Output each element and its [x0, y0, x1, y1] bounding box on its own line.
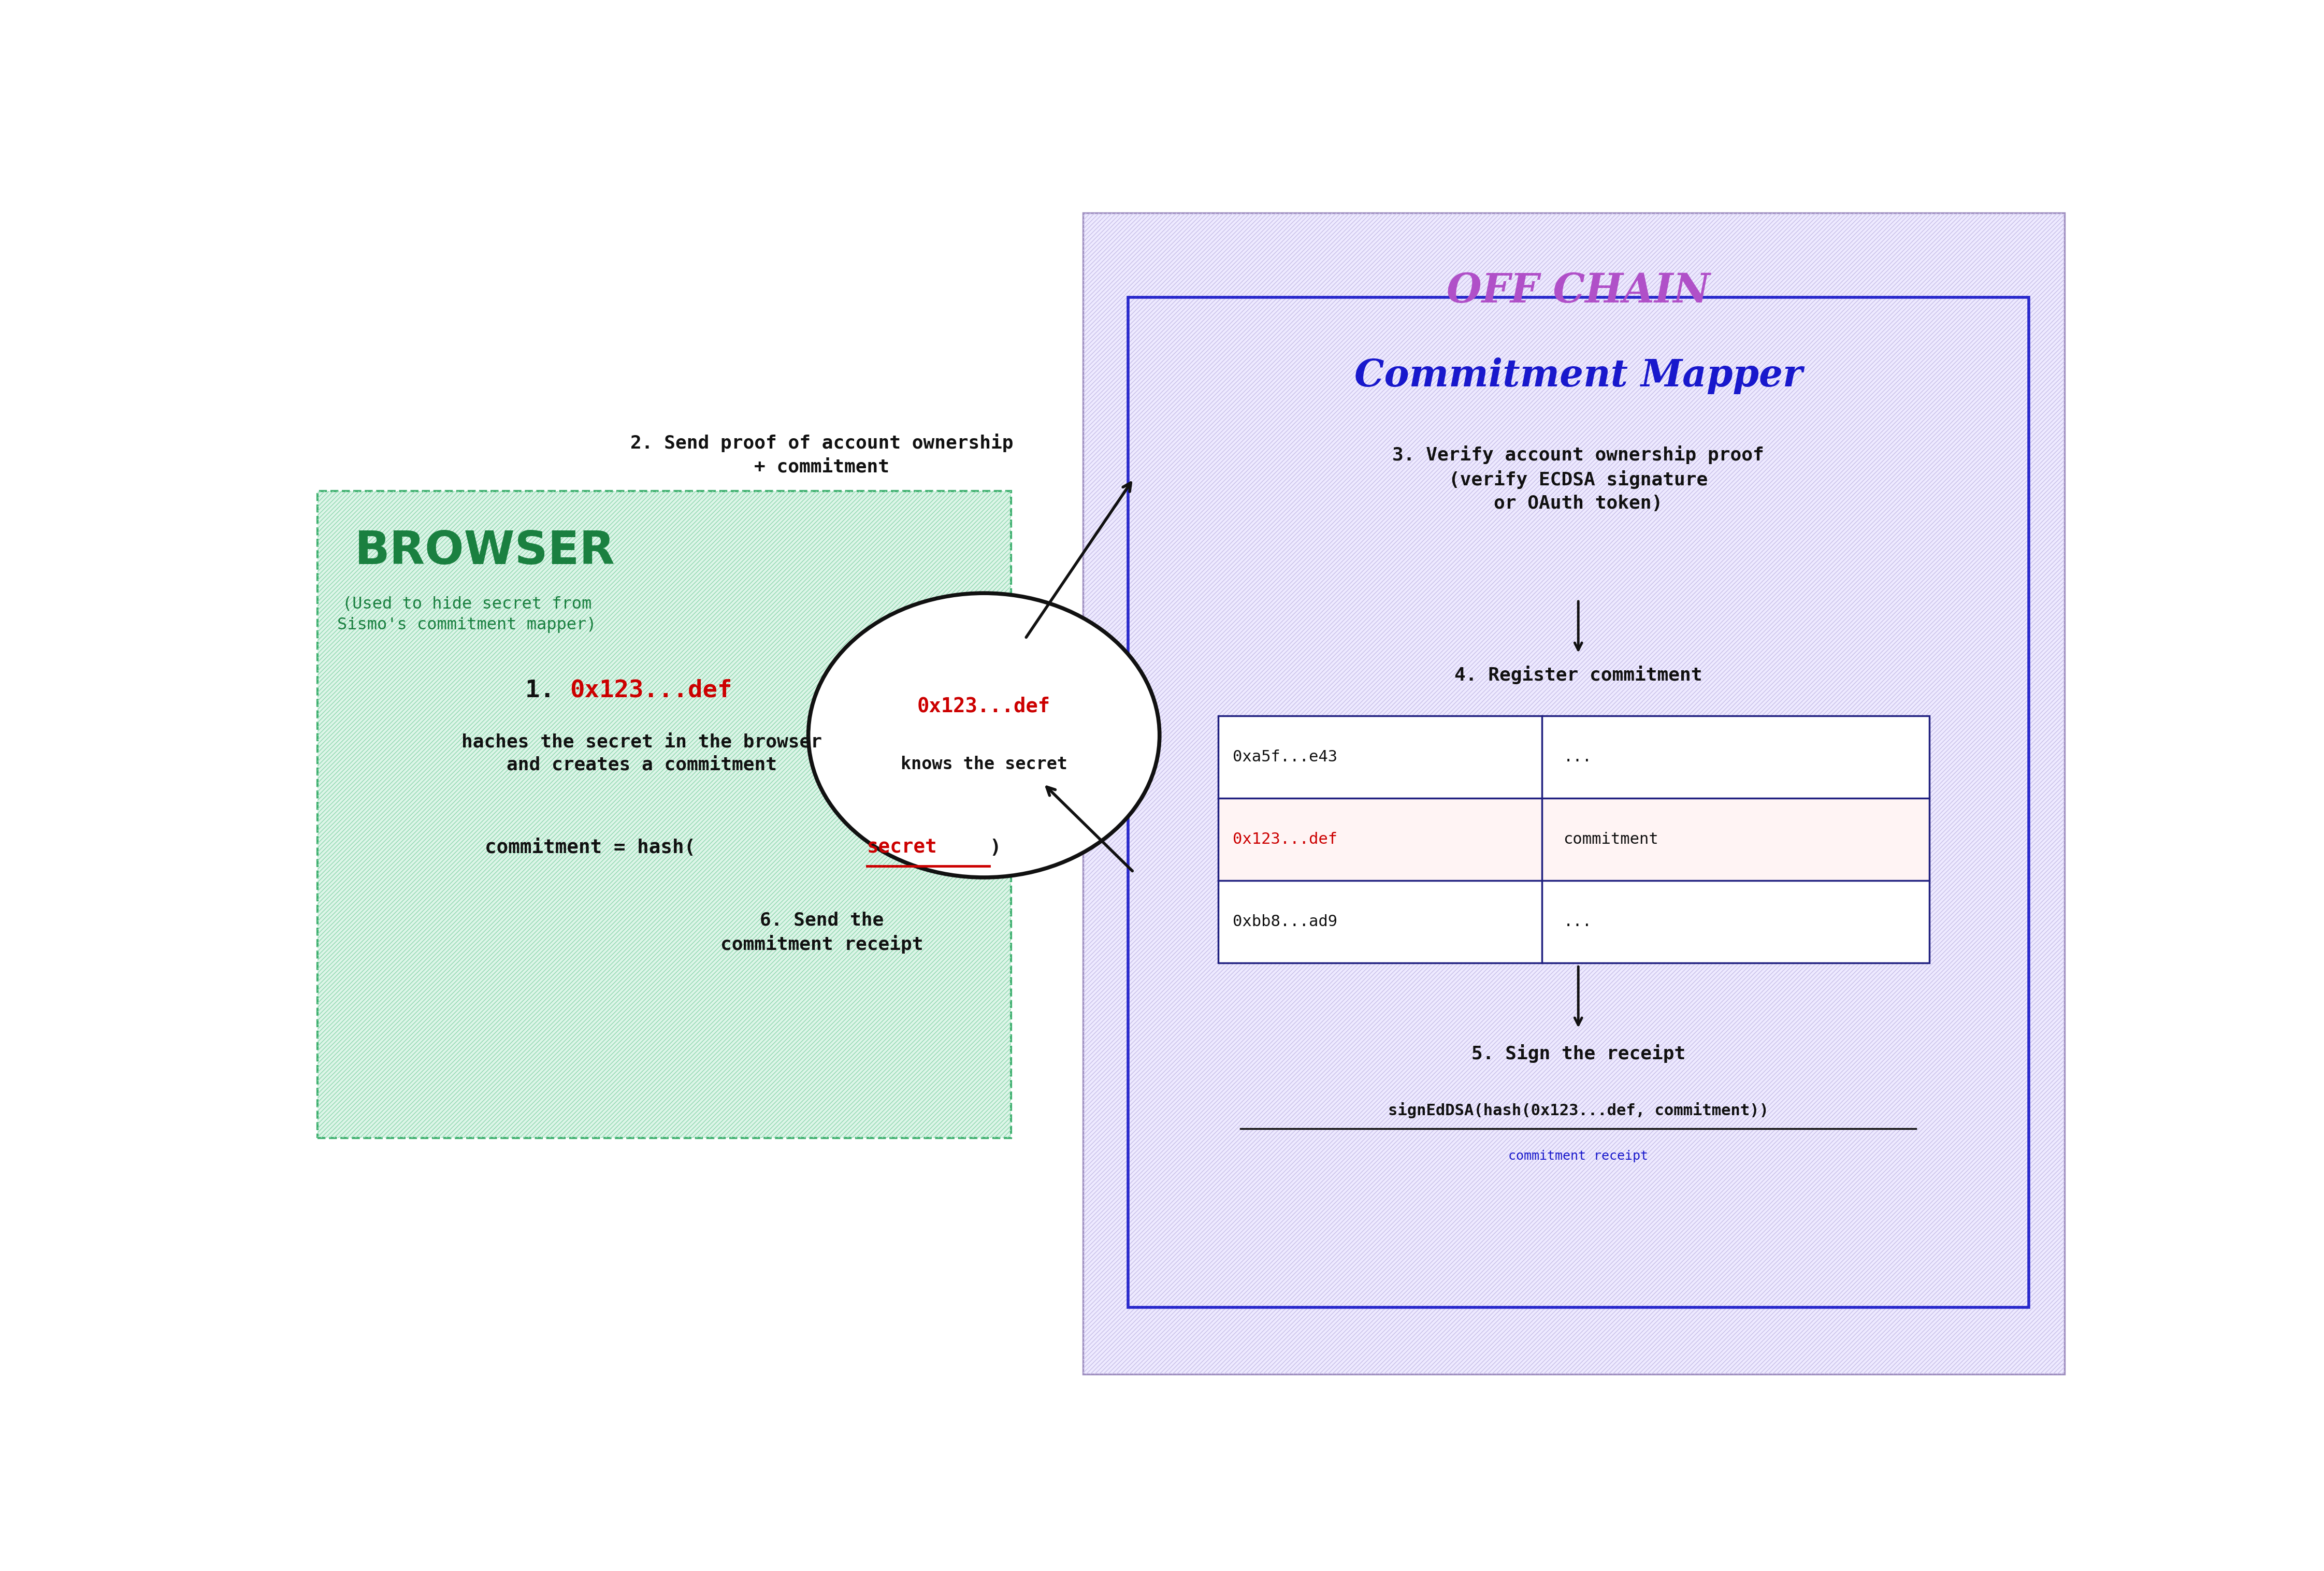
Text: BROWSER: BROWSER: [356, 529, 616, 573]
Text: 5. Sign the receipt: 5. Sign the receipt: [1471, 1045, 1685, 1062]
Text: (Used to hide secret from
Sismo's commitment mapper): (Used to hide secret from Sismo's commit…: [337, 595, 597, 633]
Bar: [1218, 798, 1929, 880]
Bar: [318, 490, 1011, 1137]
Text: 2. Send proof of account ownership
+ commitment: 2. Send proof of account ownership + com…: [630, 434, 1013, 476]
Text: commitment = hash(: commitment = hash(: [486, 839, 695, 858]
Text: 4. Register commitment: 4. Register commitment: [1455, 666, 1701, 683]
Text: commitment: commitment: [1564, 831, 1659, 847]
Text: signEdDSA(hash(0x123...def, commitment)): signEdDSA(hash(0x123...def, commitment)): [1387, 1103, 1769, 1119]
Text: ...: ...: [1564, 914, 1592, 928]
Text: 6. Send the
commitment receipt: 6. Send the commitment receipt: [720, 911, 923, 954]
Text: ...: ...: [1564, 749, 1592, 765]
Bar: [1218, 716, 1929, 963]
Text: 0x123...def: 0x123...def: [1232, 831, 1336, 847]
Bar: [1083, 212, 2064, 1375]
Text: Commitment Mapper: Commitment Mapper: [1355, 358, 1803, 394]
Bar: [1218, 716, 1929, 963]
Text: commitment receipt: commitment receipt: [1508, 1150, 1648, 1163]
Text: 0x123...def: 0x123...def: [918, 696, 1050, 716]
Ellipse shape: [809, 594, 1160, 878]
Text: secret: secret: [867, 839, 937, 858]
Text: ): ): [990, 839, 1002, 858]
Text: knows the secret: knows the secret: [899, 756, 1067, 773]
Text: 0xa5f...e43: 0xa5f...e43: [1232, 749, 1336, 765]
Text: 0xbb8...ad9: 0xbb8...ad9: [1232, 914, 1336, 928]
Bar: [318, 490, 1011, 1137]
Text: haches the secret in the browser
and creates a commitment: haches the secret in the browser and cre…: [462, 734, 823, 775]
Text: 1.: 1.: [525, 679, 569, 702]
Text: 3. Verify account ownership proof
(verify ECDSA signature
or OAuth token): 3. Verify account ownership proof (verif…: [1392, 446, 1764, 512]
Text: 0x123...def: 0x123...def: [569, 679, 732, 702]
Text: OFF CHAIN: OFF CHAIN: [1446, 272, 1710, 311]
Bar: [1083, 212, 2064, 1375]
Bar: [1127, 297, 2029, 1307]
